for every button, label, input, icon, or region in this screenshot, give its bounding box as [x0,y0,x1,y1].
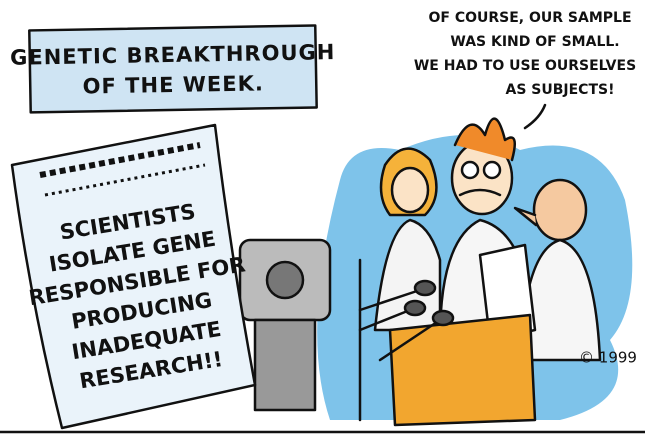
speech-line: OF COURSE, OUR SAMPLE [428,10,631,26]
caption-frame [29,25,316,112]
speech-line: WE HAD TO USE OURSELVES [414,58,636,74]
speech-line: WAS KIND OF SMALL. [450,34,619,50]
speech-pointer [525,105,545,128]
copyright: © 1999 [579,349,637,367]
cartoon: GENETIC BREAKTHROUGH OF THE WEEK. OF COU… [0,0,645,437]
podium [390,315,535,425]
caption-box: GENETIC BREAKTHROUGH OF THE WEEK. [10,25,337,113]
speech: OF COURSE, OUR SAMPLE WAS KIND OF SMALL.… [414,10,636,128]
newspaper: SCIENTISTS ISOLATE GENE RESPONSIBLE FOR … [12,125,261,428]
caption-line: OF THE WEEK. [82,71,264,98]
speech-line: AS SUBJECTS! [506,82,615,98]
